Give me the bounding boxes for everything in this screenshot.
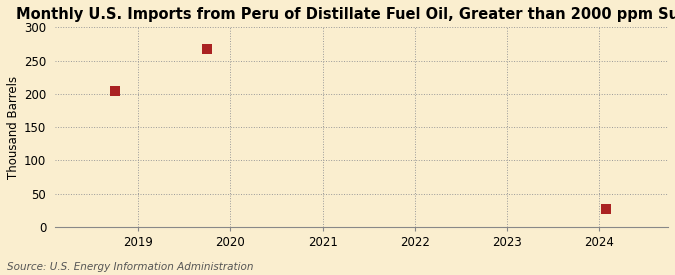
Text: Source: U.S. Energy Information Administration: Source: U.S. Energy Information Administ…: [7, 262, 253, 272]
Title: Monthly U.S. Imports from Peru of Distillate Fuel Oil, Greater than 2000 ppm Sul: Monthly U.S. Imports from Peru of Distil…: [16, 7, 675, 22]
Y-axis label: Thousand Barrels: Thousand Barrels: [7, 75, 20, 178]
Point: [601, 207, 612, 212]
Point: [110, 89, 121, 93]
Point: [202, 47, 213, 51]
